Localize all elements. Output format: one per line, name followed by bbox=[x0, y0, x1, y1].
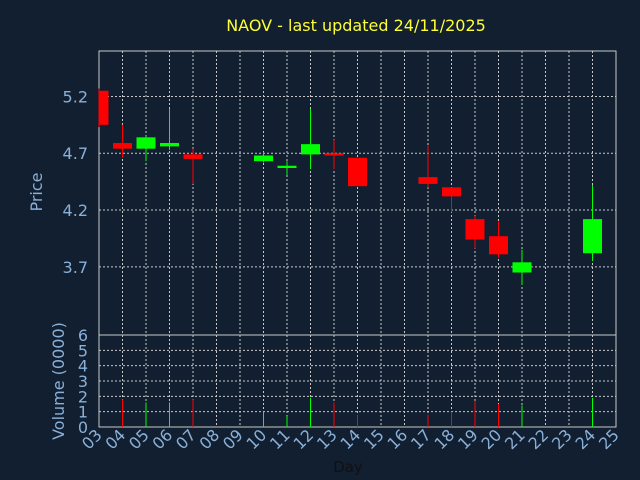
candle-body bbox=[113, 143, 132, 149]
candle-body bbox=[442, 187, 461, 197]
x-tick-label: 25 bbox=[595, 425, 623, 453]
price-axis-label: Price bbox=[27, 172, 46, 211]
candle-body bbox=[348, 157, 367, 187]
candle-body bbox=[418, 177, 438, 184]
candle-body bbox=[324, 153, 344, 156]
volume-tick-label: 1 bbox=[78, 403, 88, 422]
chart-title: NAOV - last updated 24/11/2025 bbox=[226, 16, 486, 35]
candle-body bbox=[465, 219, 485, 240]
volume-tick-label: 6 bbox=[78, 326, 88, 345]
candle-body bbox=[583, 219, 602, 254]
price-tick-label: 3.7 bbox=[63, 258, 88, 277]
x-axis-label: Day bbox=[333, 458, 363, 476]
volume-tick-label: 5 bbox=[78, 341, 88, 360]
candle-body bbox=[277, 165, 297, 169]
price-panel: 3.7 4.2 4.7 5.2 bbox=[63, 50, 617, 336]
candle-body bbox=[512, 262, 532, 273]
candle-body bbox=[183, 154, 203, 159]
candle-body bbox=[99, 90, 109, 125]
candle-body bbox=[254, 155, 273, 162]
price-tick-label: 4.2 bbox=[63, 201, 88, 220]
candle-body bbox=[136, 137, 156, 149]
volume-tick-label: 2 bbox=[78, 387, 88, 406]
volume-panel: 0123456030405060708091011121314151617181… bbox=[78, 326, 623, 453]
price-tick-label: 4.7 bbox=[63, 144, 88, 163]
candle-body bbox=[489, 236, 508, 255]
candle-body bbox=[301, 144, 320, 155]
volume-tick-label: 3 bbox=[78, 372, 88, 391]
volume-tick-label: 4 bbox=[78, 357, 88, 376]
volume-axis-label: Volume (0000) bbox=[49, 322, 68, 440]
price-tick-label: 5.2 bbox=[63, 87, 88, 106]
candle-body bbox=[160, 143, 179, 147]
volume-tick-label: 0 bbox=[78, 418, 88, 437]
